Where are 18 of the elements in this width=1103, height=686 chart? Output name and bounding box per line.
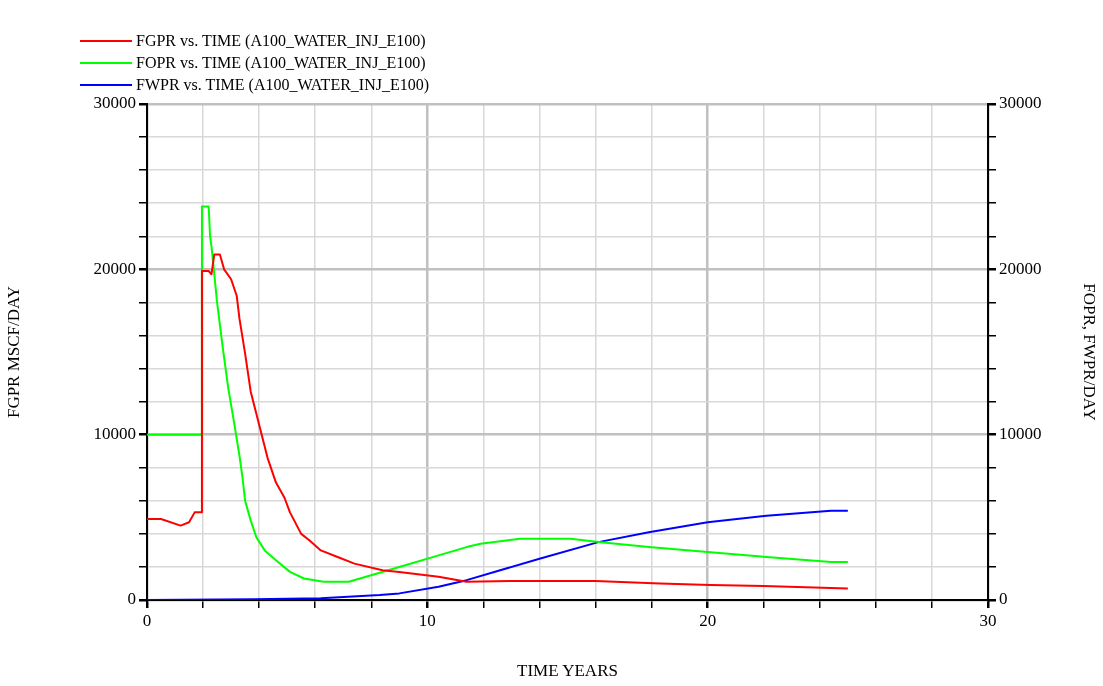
y-tick-label: 0 xyxy=(127,589,136,609)
y2-tick-label: 30000 xyxy=(999,93,1042,113)
y2-axis-title: FOPR, FWPR/DAY xyxy=(1080,283,1100,421)
y2-tick-label: 0 xyxy=(999,589,1008,609)
y-tick-label: 10000 xyxy=(93,424,136,444)
x-tick-label: 0 xyxy=(142,610,152,630)
y-tick-label: 30000 xyxy=(93,93,136,113)
y-tick-label: 20000 xyxy=(93,258,136,278)
legend-label: FGPR vs. TIME (A100_WATER_INJ_E100) xyxy=(136,31,426,52)
x-axis-title: TIME YEARS xyxy=(517,661,618,681)
x-tick-label: 20 xyxy=(699,610,717,630)
y2-tick-label: 10000 xyxy=(999,424,1042,444)
legend-label: FOPR vs. TIME (A100_WATER_INJ_E100) xyxy=(136,53,426,74)
y2-tick-label: 20000 xyxy=(999,258,1042,278)
x-tick-label: 10 xyxy=(418,610,436,630)
legend-label: FWPR vs. TIME (A100_WATER_INJ_E100) xyxy=(136,75,430,96)
y-axis-title: FGPR MSCF/DAY xyxy=(3,285,23,419)
x-tick-label: 30 xyxy=(979,610,997,630)
